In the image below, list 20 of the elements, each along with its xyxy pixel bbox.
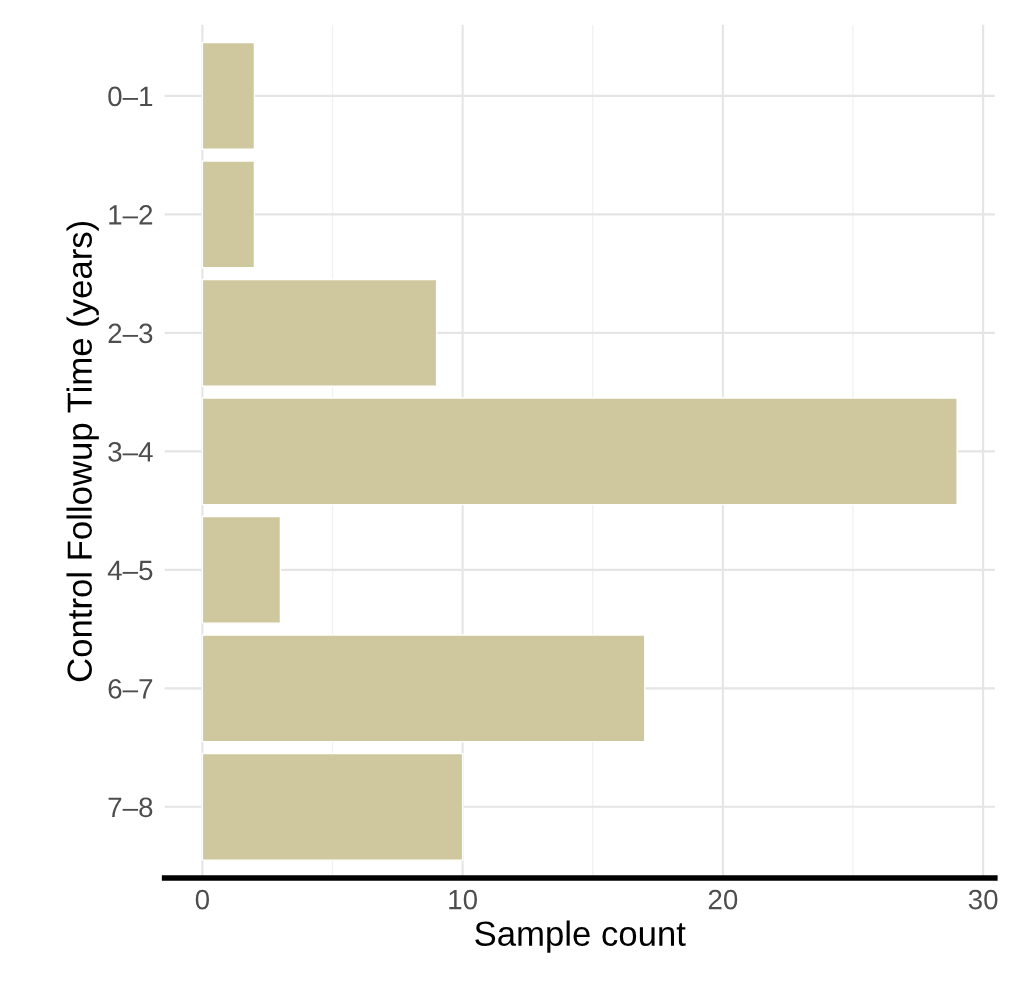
x-tick-label: 20	[708, 889, 738, 910]
y-tick-label: 0–1	[108, 86, 153, 107]
x-tick-label: 10	[449, 889, 477, 910]
x-tick-label: 30	[968, 889, 998, 910]
bar	[201, 278, 438, 387]
y-axis-title: Control Followup Time (years)	[66, 221, 99, 682]
x-axis-title: Sample count	[475, 920, 686, 953]
y-tick-label: 2–3	[108, 323, 153, 344]
x-tick-label: 0	[195, 889, 210, 910]
y-tick-label: 4–5	[107, 560, 153, 581]
bar	[201, 397, 958, 506]
y-tick-label: 3–4	[108, 442, 153, 462]
bar	[201, 41, 256, 150]
y-tick-label: 6–7	[108, 679, 153, 699]
bar	[201, 515, 282, 624]
y-tick-label: 1–2	[109, 205, 153, 225]
bar	[201, 634, 646, 743]
y-tick-label: 7–8	[108, 797, 153, 818]
bar	[201, 160, 256, 269]
bar	[201, 752, 464, 861]
